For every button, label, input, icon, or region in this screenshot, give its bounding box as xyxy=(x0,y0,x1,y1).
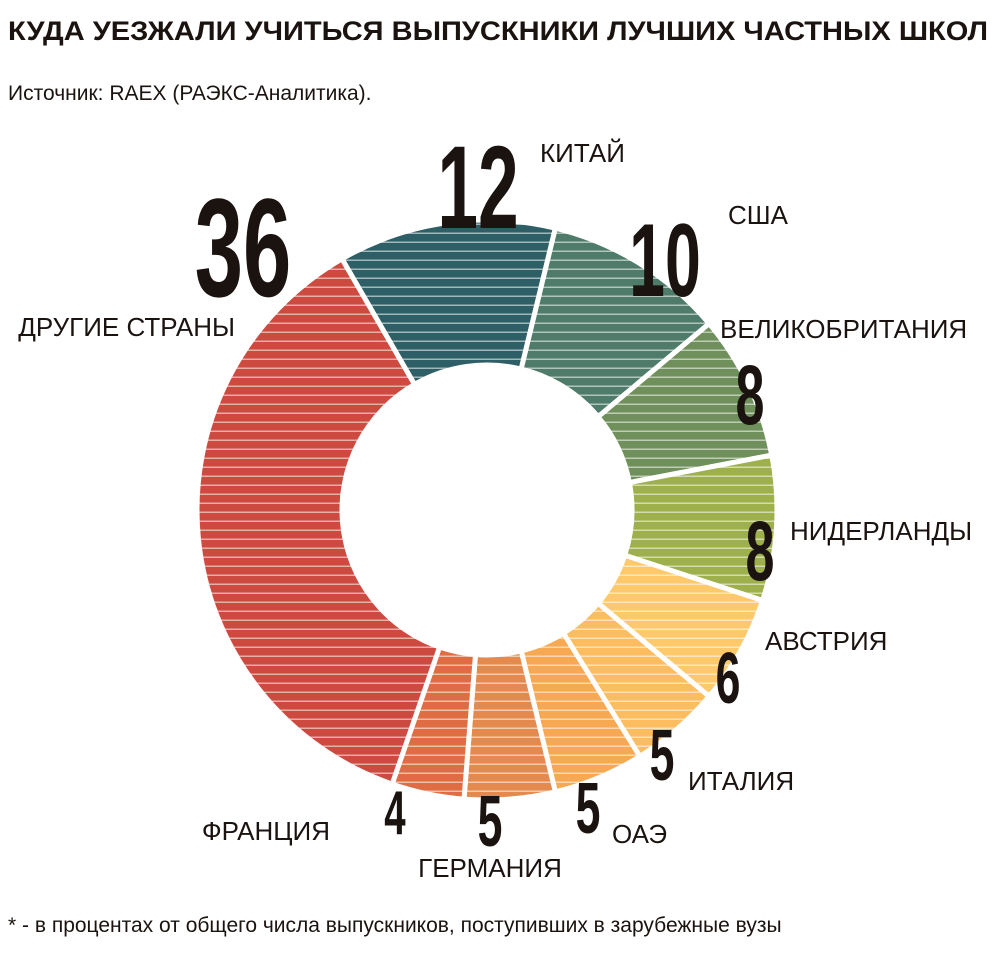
value-label: 5 xyxy=(478,781,503,862)
value-label: 8 xyxy=(736,348,765,442)
value-label: 10 xyxy=(629,203,701,318)
value-label: 5 xyxy=(650,715,675,796)
value-label: 4 xyxy=(384,778,406,848)
category-label: ВЕЛИКОБРИТАНИЯ xyxy=(720,314,967,344)
chart-subtitle: Источник: RAEX (РАЭКС-Аналитика). xyxy=(8,82,372,105)
category-label: АВСТРИЯ xyxy=(765,626,887,656)
category-label: НИДЕРЛАНДЫ xyxy=(790,516,972,546)
labels: 12 КИТАЙ 10 США 8 ВЕЛИКОБРИТАНИЯ 8 НИДЕРЛАНДЫ 6 А… xyxy=(18,121,972,883)
value-label: 8 xyxy=(746,504,775,598)
category-label: ФРАНЦИЯ xyxy=(202,816,330,846)
value-label: 6 xyxy=(716,638,741,719)
footnote: * - в процентах от общего числа выпускни… xyxy=(8,914,782,937)
category-label: ГЕРМАНИЯ xyxy=(418,853,562,883)
category-label: США xyxy=(728,200,789,230)
value-label: 5 xyxy=(576,768,601,849)
category-label: ДРУГИЕ СТРАНЫ xyxy=(18,312,235,342)
category-label: КИТАЙ xyxy=(540,138,625,168)
category-label: ОАЭ xyxy=(612,819,667,849)
value-label: 36 xyxy=(195,170,292,326)
category-label: ИТАЛИЯ xyxy=(688,766,794,796)
chart-title: КУДА УЕЗЖАЛИ УЧИТЬСЯ ВЫПУСКНИКИ ЛУЧШИХ Ч… xyxy=(8,16,988,46)
value-label: 12 xyxy=(437,121,518,253)
